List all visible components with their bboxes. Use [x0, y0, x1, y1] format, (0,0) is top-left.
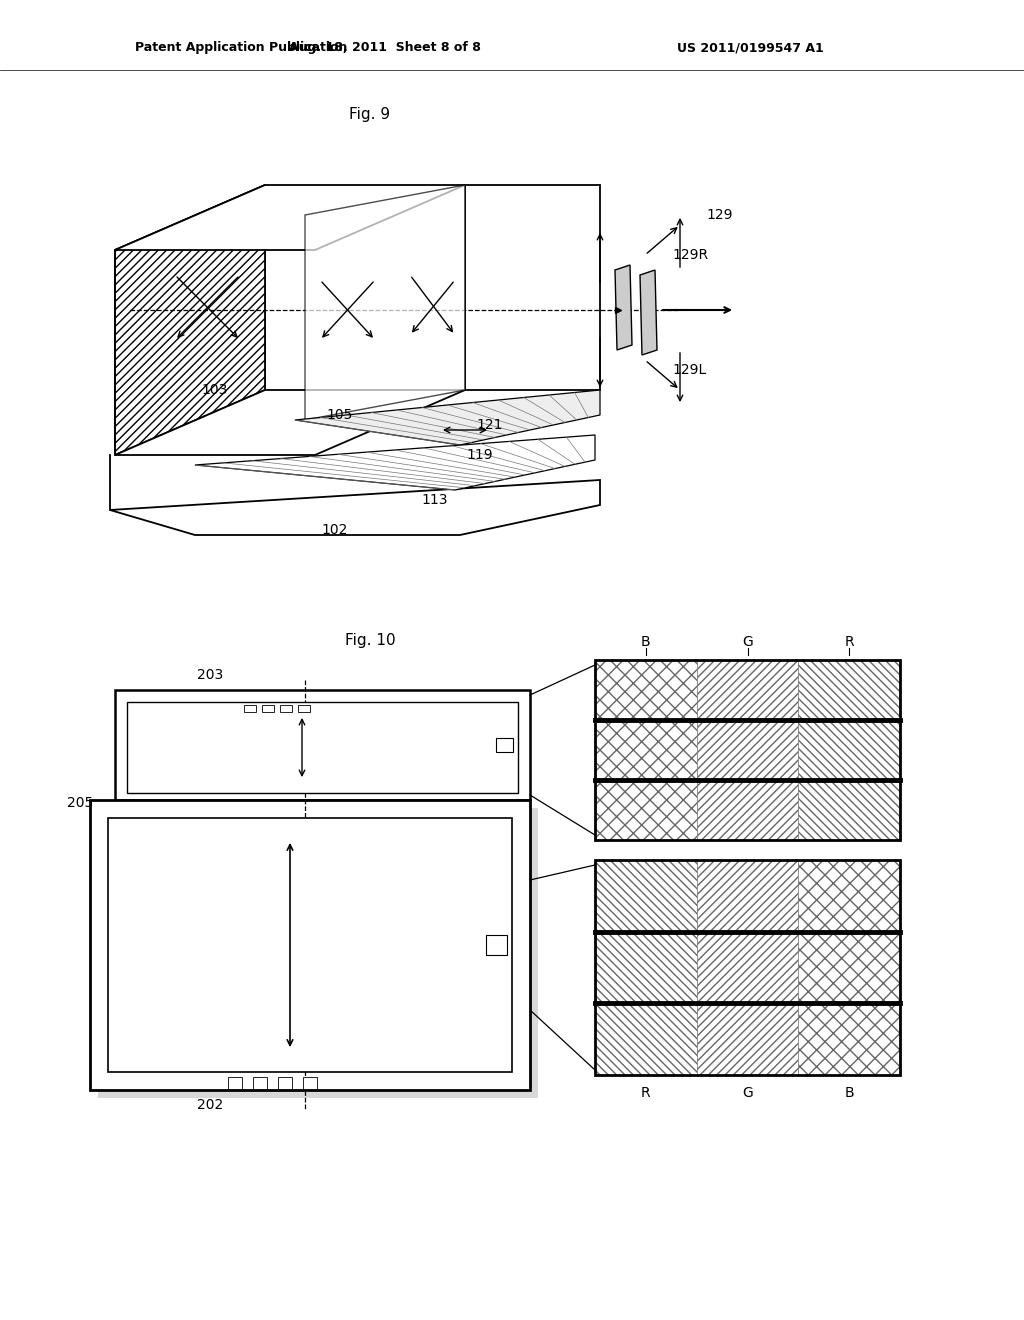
Text: 205: 205	[67, 796, 93, 810]
Text: 103: 103	[202, 383, 228, 397]
Polygon shape	[465, 185, 600, 389]
Text: R: R	[845, 635, 854, 649]
Text: G: G	[742, 635, 753, 649]
Text: Patent Application Publication: Patent Application Publication	[135, 41, 347, 54]
Bar	[799, 719, 900, 780]
Polygon shape	[262, 705, 274, 711]
Text: 129R: 129R	[672, 248, 708, 261]
Bar	[799, 932, 900, 1003]
Bar	[696, 719, 799, 780]
Polygon shape	[108, 818, 512, 1072]
Polygon shape	[615, 265, 632, 350]
Bar	[696, 1003, 799, 1074]
Text: 102: 102	[322, 523, 348, 537]
Text: US 2011/0199547 A1: US 2011/0199547 A1	[677, 41, 823, 54]
Polygon shape	[640, 271, 657, 355]
Bar	[595, 780, 696, 840]
Polygon shape	[90, 800, 530, 1090]
Text: R: R	[641, 1086, 650, 1100]
Polygon shape	[115, 389, 465, 455]
Polygon shape	[486, 935, 507, 954]
Polygon shape	[253, 1077, 267, 1089]
Polygon shape	[305, 185, 465, 420]
Bar	[595, 719, 696, 780]
Bar	[696, 932, 799, 1003]
Polygon shape	[115, 185, 265, 455]
Text: 119: 119	[467, 447, 494, 462]
Text: Fig. 9: Fig. 9	[349, 107, 390, 123]
Text: 202: 202	[197, 1098, 223, 1111]
Text: G: G	[742, 1086, 753, 1100]
Polygon shape	[496, 738, 513, 752]
Text: 121: 121	[477, 418, 503, 432]
Bar	[696, 660, 799, 719]
Polygon shape	[228, 1077, 242, 1089]
Bar	[595, 1003, 696, 1074]
Text: Fig. 10: Fig. 10	[345, 632, 395, 648]
Bar	[595, 861, 696, 932]
Polygon shape	[195, 436, 595, 490]
Polygon shape	[295, 389, 600, 445]
Polygon shape	[280, 705, 292, 711]
Polygon shape	[115, 185, 465, 249]
Bar	[799, 780, 900, 840]
Polygon shape	[98, 808, 538, 1098]
Polygon shape	[244, 705, 256, 711]
Polygon shape	[127, 702, 518, 793]
Polygon shape	[115, 185, 265, 455]
Bar	[799, 1003, 900, 1074]
Text: Aug. 18, 2011  Sheet 8 of 8: Aug. 18, 2011 Sheet 8 of 8	[289, 41, 481, 54]
Text: 203: 203	[197, 668, 223, 682]
Polygon shape	[115, 690, 530, 800]
Bar	[595, 660, 900, 840]
Polygon shape	[303, 1077, 317, 1089]
Bar	[595, 861, 900, 1074]
Bar	[595, 932, 696, 1003]
Text: B: B	[641, 635, 650, 649]
Polygon shape	[298, 705, 310, 711]
Bar	[799, 660, 900, 719]
Polygon shape	[278, 1077, 292, 1089]
Polygon shape	[110, 480, 600, 535]
Text: 105: 105	[327, 408, 353, 422]
Bar	[595, 660, 696, 719]
Text: B: B	[845, 1086, 854, 1100]
Bar	[696, 780, 799, 840]
Text: 113: 113	[422, 492, 449, 507]
Text: 129L: 129L	[673, 363, 708, 378]
Bar	[696, 861, 799, 932]
Text: 129: 129	[707, 209, 733, 222]
Bar	[799, 861, 900, 932]
